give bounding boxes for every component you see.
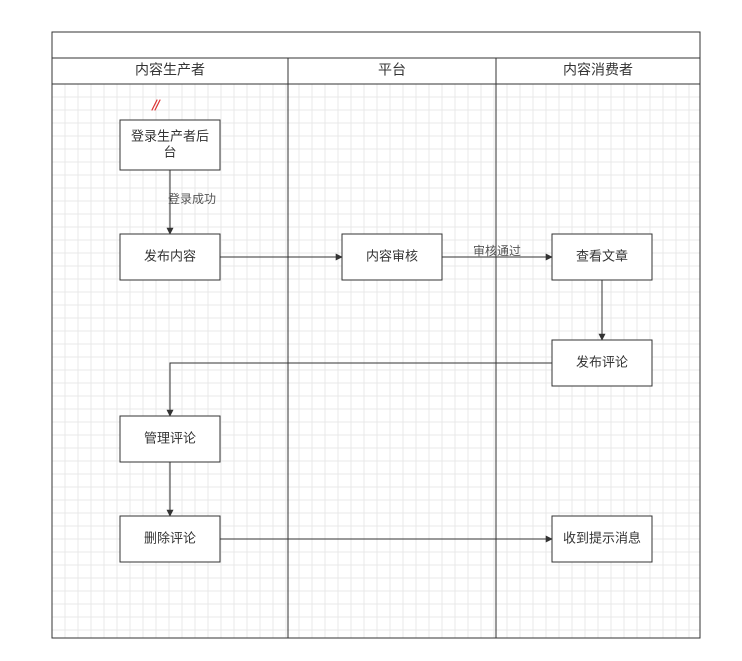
node-label-publish-content: 发布内容 (144, 248, 196, 263)
node-label-view-article: 查看文章 (576, 248, 628, 263)
node-label-manage-comment: 管理评论 (144, 430, 196, 445)
edge-label-e1: 登录成功 (168, 191, 216, 206)
diagram-title-bar (52, 32, 700, 58)
node-label-login-producer-backend: 登录生产者后 (131, 128, 209, 143)
node-label-content-review: 内容审核 (366, 248, 418, 263)
lane-header-producer: 内容生产者 (135, 62, 205, 78)
edge-label-e3: 审核通过 (473, 243, 521, 258)
node-label-publish-comment: 发布评论 (576, 354, 628, 369)
node-label-delete-comment: 删除评论 (144, 530, 196, 545)
node-label-login-producer-backend: 台 (163, 144, 176, 159)
node-label-receive-notification: 收到提示消息 (563, 530, 641, 545)
lane-header-platform: 平台 (378, 62, 406, 78)
lane-header-consumer: 内容消费者 (563, 62, 633, 78)
